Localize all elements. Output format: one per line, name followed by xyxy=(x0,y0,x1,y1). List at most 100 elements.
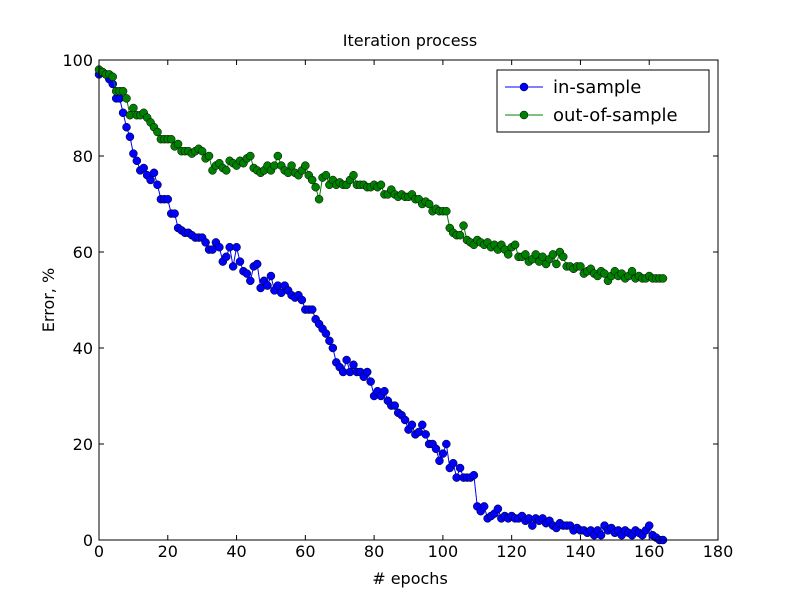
point xyxy=(644,521,654,530)
point xyxy=(342,355,351,365)
x-tick-label: 0 xyxy=(94,542,104,561)
point xyxy=(576,262,585,271)
point xyxy=(129,149,138,158)
point xyxy=(448,458,458,468)
point xyxy=(328,343,338,353)
legend-marker xyxy=(519,110,529,120)
point xyxy=(510,240,520,250)
point xyxy=(118,86,128,96)
point xyxy=(627,266,637,276)
point xyxy=(232,242,241,252)
point xyxy=(400,415,410,425)
point xyxy=(242,269,252,278)
point xyxy=(153,180,162,190)
y-tick-label: 60 xyxy=(73,243,93,262)
x-axis-label: # epochs xyxy=(372,569,448,588)
point xyxy=(235,257,245,266)
point xyxy=(221,252,231,262)
series-line xyxy=(98,71,663,541)
point xyxy=(287,161,296,170)
point xyxy=(221,166,231,175)
x-tick-label: 20 xyxy=(158,542,178,561)
point xyxy=(493,504,503,514)
point xyxy=(321,170,331,180)
point xyxy=(438,449,448,458)
point xyxy=(459,221,468,230)
y-tick-label: 40 xyxy=(73,339,93,358)
point xyxy=(469,470,479,480)
point xyxy=(228,262,238,271)
point xyxy=(122,122,131,132)
point xyxy=(215,242,224,252)
legend-box xyxy=(496,69,710,133)
point xyxy=(301,161,310,170)
point xyxy=(455,230,465,240)
legend-marker xyxy=(519,82,529,92)
point xyxy=(521,250,530,259)
point xyxy=(552,259,561,269)
point xyxy=(139,163,148,173)
point xyxy=(149,168,159,178)
point xyxy=(559,252,568,262)
point xyxy=(166,134,176,144)
x-tick-label: 100 xyxy=(428,542,459,561)
point xyxy=(307,175,317,185)
series xyxy=(94,67,668,545)
point xyxy=(424,199,434,209)
plot-frame xyxy=(98,59,719,541)
legend-label: out-of-sample xyxy=(553,105,678,126)
point xyxy=(421,430,430,439)
point xyxy=(252,259,262,269)
point xyxy=(349,170,358,180)
point xyxy=(435,456,444,466)
series xyxy=(94,65,668,286)
point xyxy=(442,439,451,449)
point xyxy=(197,146,207,156)
point xyxy=(173,139,183,149)
point xyxy=(390,401,399,410)
y-tick-label: 80 xyxy=(73,147,93,166)
legend-label: in-sample xyxy=(553,77,641,98)
x-tick-label: 60 xyxy=(295,542,315,561)
point xyxy=(380,386,389,396)
point xyxy=(153,127,162,137)
x-tick-label: 160 xyxy=(634,542,665,561)
point xyxy=(596,530,606,540)
point xyxy=(122,94,131,103)
point xyxy=(132,156,142,166)
chart-title: Iteration process xyxy=(343,31,477,50)
x-tick-label: 180 xyxy=(703,542,734,561)
point xyxy=(246,151,255,161)
x-tick-label: 140 xyxy=(565,542,596,561)
point xyxy=(479,502,489,511)
point xyxy=(170,209,179,218)
point xyxy=(246,276,255,286)
point xyxy=(442,206,451,216)
point xyxy=(325,336,334,346)
point xyxy=(311,182,320,192)
y-tick-label: 0 xyxy=(83,531,93,550)
point xyxy=(407,420,417,430)
y-tick-label: 100 xyxy=(62,51,93,70)
point xyxy=(658,274,668,283)
point xyxy=(201,238,210,247)
point xyxy=(125,132,135,142)
y-axis-label: Error, % xyxy=(39,268,58,332)
point xyxy=(163,194,173,204)
point xyxy=(362,367,372,377)
point xyxy=(297,295,307,305)
point xyxy=(307,305,317,314)
point xyxy=(146,175,155,185)
point xyxy=(129,103,138,113)
point xyxy=(431,444,441,454)
point xyxy=(349,360,358,370)
point xyxy=(273,151,283,161)
point xyxy=(366,377,375,386)
point xyxy=(263,281,272,290)
point xyxy=(321,329,331,338)
point xyxy=(314,194,324,204)
x-tick-label: 80 xyxy=(364,542,384,561)
point xyxy=(108,72,118,82)
